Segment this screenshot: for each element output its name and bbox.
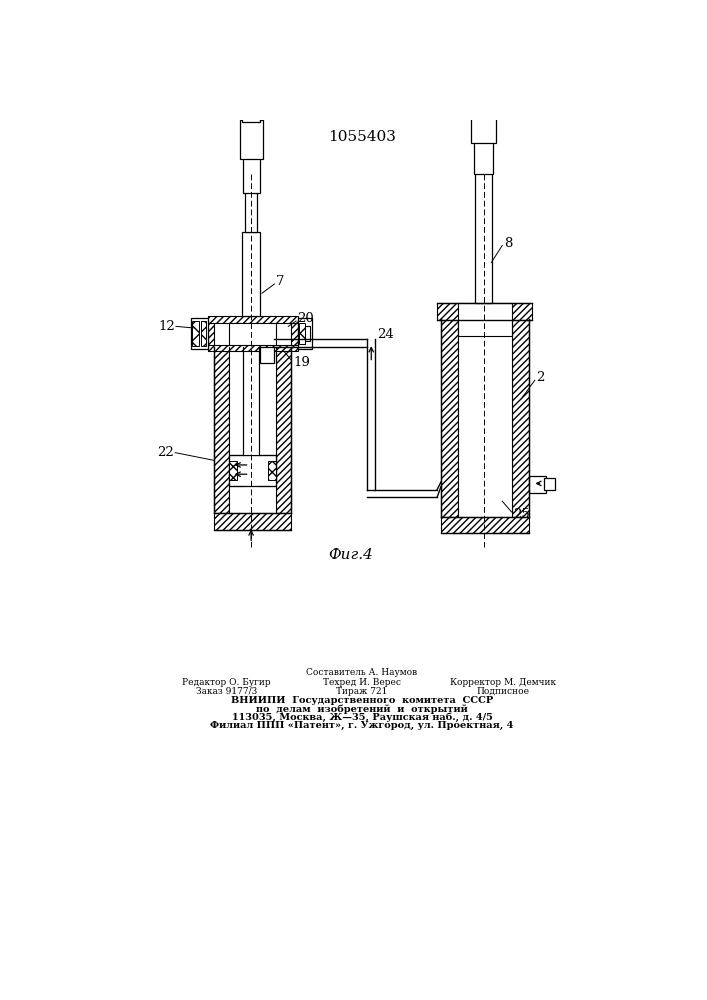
Text: 8: 8: [504, 237, 512, 250]
Bar: [437, 303, 532, 320]
Bar: [230, 455, 276, 486]
Bar: [230, 347, 276, 513]
Bar: [245, 189, 257, 232]
Bar: [458, 303, 512, 336]
Text: Подписное: Подписное: [477, 687, 530, 696]
Bar: [475, 172, 492, 303]
Bar: [268, 461, 276, 480]
Bar: [208, 323, 214, 349]
Bar: [245, 85, 257, 99]
Bar: [477, 89, 491, 106]
Bar: [441, 319, 458, 517]
Bar: [243, 155, 259, 193]
Bar: [512, 319, 529, 517]
Bar: [276, 347, 291, 513]
Text: 20: 20: [298, 312, 315, 325]
Bar: [291, 323, 298, 349]
Bar: [201, 321, 206, 346]
Bar: [214, 347, 230, 513]
Bar: [230, 323, 276, 349]
Text: Техред И. Верес: Техред И. Верес: [323, 678, 401, 687]
Text: 7: 7: [276, 275, 284, 288]
Text: 2: 2: [537, 371, 544, 384]
Bar: [230, 461, 237, 480]
Bar: [305, 326, 310, 341]
Text: ВНИИПИ  Государственного  комитета  СССР: ВНИИПИ Государственного комитета СССР: [230, 696, 493, 705]
Bar: [472, 105, 496, 143]
Bar: [544, 478, 555, 490]
Bar: [191, 318, 208, 349]
Text: 19: 19: [293, 356, 310, 369]
Bar: [298, 318, 312, 349]
Bar: [208, 345, 298, 351]
Text: 24: 24: [377, 328, 393, 341]
Bar: [214, 513, 291, 530]
Bar: [192, 321, 199, 346]
Bar: [474, 142, 493, 174]
Text: 25: 25: [513, 508, 530, 521]
Bar: [242, 97, 260, 122]
Text: Корректор М. Демчик: Корректор М. Демчик: [450, 678, 556, 687]
Bar: [208, 316, 298, 323]
Text: 12: 12: [158, 320, 175, 333]
Bar: [240, 120, 263, 158]
Bar: [260, 347, 274, 363]
Text: по  делам  изобретений  и  открытий: по делам изобретений и открытий: [256, 704, 468, 714]
Text: Заказ 9177/3: Заказ 9177/3: [196, 687, 257, 696]
Bar: [299, 323, 305, 344]
Bar: [441, 517, 529, 533]
Text: Составитель А. Наумов: Составитель А. Наумов: [306, 668, 418, 677]
Bar: [243, 347, 259, 455]
Text: 1055403: 1055403: [328, 130, 396, 144]
Text: Фиг.4: Фиг.4: [329, 548, 373, 562]
Text: 113035, Москва, Ж—35, Раушская наб., д. 4/5: 113035, Москва, Ж—35, Раушская наб., д. …: [231, 713, 492, 722]
Bar: [242, 232, 260, 316]
Text: 22: 22: [157, 446, 174, 459]
Bar: [458, 319, 512, 517]
Text: Редактор О. Бугир: Редактор О. Бугир: [182, 678, 271, 687]
Text: Филиал ППП «Патент», г. Ужгород, ул. Проектная, 4: Филиал ППП «Патент», г. Ужгород, ул. Про…: [210, 721, 514, 730]
Text: Тираж 721: Тираж 721: [337, 687, 387, 696]
Bar: [529, 476, 546, 493]
